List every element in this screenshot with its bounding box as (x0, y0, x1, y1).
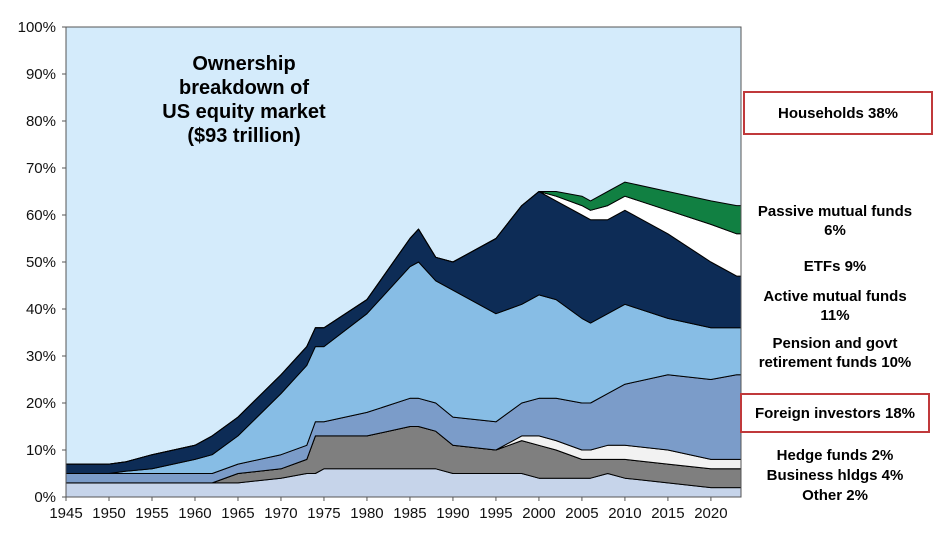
legend-pension-line-2: retirement funds 10% (758, 354, 912, 371)
legend-foreign-investors: Foreign investors 18% (740, 393, 930, 433)
y-tick-label: 40% (26, 301, 56, 318)
legend-hedge-label: Hedge funds 2% (776, 447, 894, 464)
x-tick-label: 2005 (565, 505, 598, 522)
title-line-4: ($93 trillion) (187, 125, 300, 147)
legend-households-label: Households 38% (777, 104, 899, 122)
x-tick-label: 2000 (522, 505, 555, 522)
legend-etfs: ETFs 9% (745, 257, 925, 276)
x-axis: 1945 1950 1955 1960 1965 1970 1975 1980 1985 1990… (49, 497, 728, 522)
y-tick-label: 20% (26, 395, 56, 412)
legend-passive-line-2: 6% (824, 222, 846, 239)
legend-active-mutual-funds: Active mutual funds 11% (745, 287, 925, 325)
x-tick-label: 2010 (608, 505, 641, 522)
x-tick-label: 1960 (178, 505, 211, 522)
legend-households: Households 38% (743, 91, 933, 135)
legend-foreign-label: Foreign investors 18% (754, 404, 916, 422)
x-tick-label: 1950 (92, 505, 125, 522)
y-tick-label: 60% (26, 207, 56, 224)
title-line-1: Ownership (192, 53, 295, 75)
x-tick-label: 1995 (479, 505, 512, 522)
legend-pension-funds: Pension and govt retirement funds 10% (745, 334, 925, 372)
y-tick-label: 0% (34, 489, 56, 506)
legend-passive-mutual-funds: Passive mutual funds 6% (745, 202, 925, 240)
x-tick-label: 2020 (694, 505, 727, 522)
y-tick-label: 90% (26, 66, 56, 83)
legend-business-label: Business hldgs 4% (766, 467, 904, 484)
title-line-2: breakdown of (179, 77, 309, 99)
title-line-3: US equity market (162, 101, 326, 123)
y-tick-label: 80% (26, 113, 56, 130)
chart-title: Ownership breakdown of US equity market … (162, 53, 326, 147)
legend-active-line-1: Active mutual funds (763, 288, 907, 305)
x-tick-label: 1990 (436, 505, 469, 522)
legend-hedge-funds: Hedge funds 2% (745, 446, 925, 465)
legend-passive-line-1: Passive mutual funds (757, 203, 913, 220)
y-axis: 0% 10% 20% 30% 40% 50% 60% 70% 80% 90% 100% (18, 19, 66, 506)
legend-other: Other 2% (745, 486, 925, 505)
y-tick-label: 100% (18, 19, 56, 36)
legend-active-line-2: 11% (820, 307, 850, 324)
legend-other-label: Other 2% (802, 487, 868, 504)
x-tick-label: 1985 (393, 505, 426, 522)
y-tick-label: 50% (26, 254, 56, 271)
x-tick-label: 1945 (49, 505, 82, 522)
y-tick-label: 30% (26, 348, 56, 365)
x-tick-label: 1970 (264, 505, 297, 522)
x-tick-label: 1965 (221, 505, 254, 522)
legend-business-hldgs: Business hldgs 4% (745, 466, 925, 485)
stacked-areas (65, 181, 742, 498)
legend-pension-line-1: Pension and govt (772, 335, 898, 352)
legend-etfs-label: ETFs 9% (803, 258, 867, 275)
x-tick-label: 1955 (135, 505, 168, 522)
x-tick-label: 1975 (307, 505, 340, 522)
x-tick-label: 1980 (350, 505, 383, 522)
y-tick-label: 10% (26, 442, 56, 459)
x-tick-label: 2015 (651, 505, 684, 522)
y-tick-label: 70% (26, 160, 56, 177)
